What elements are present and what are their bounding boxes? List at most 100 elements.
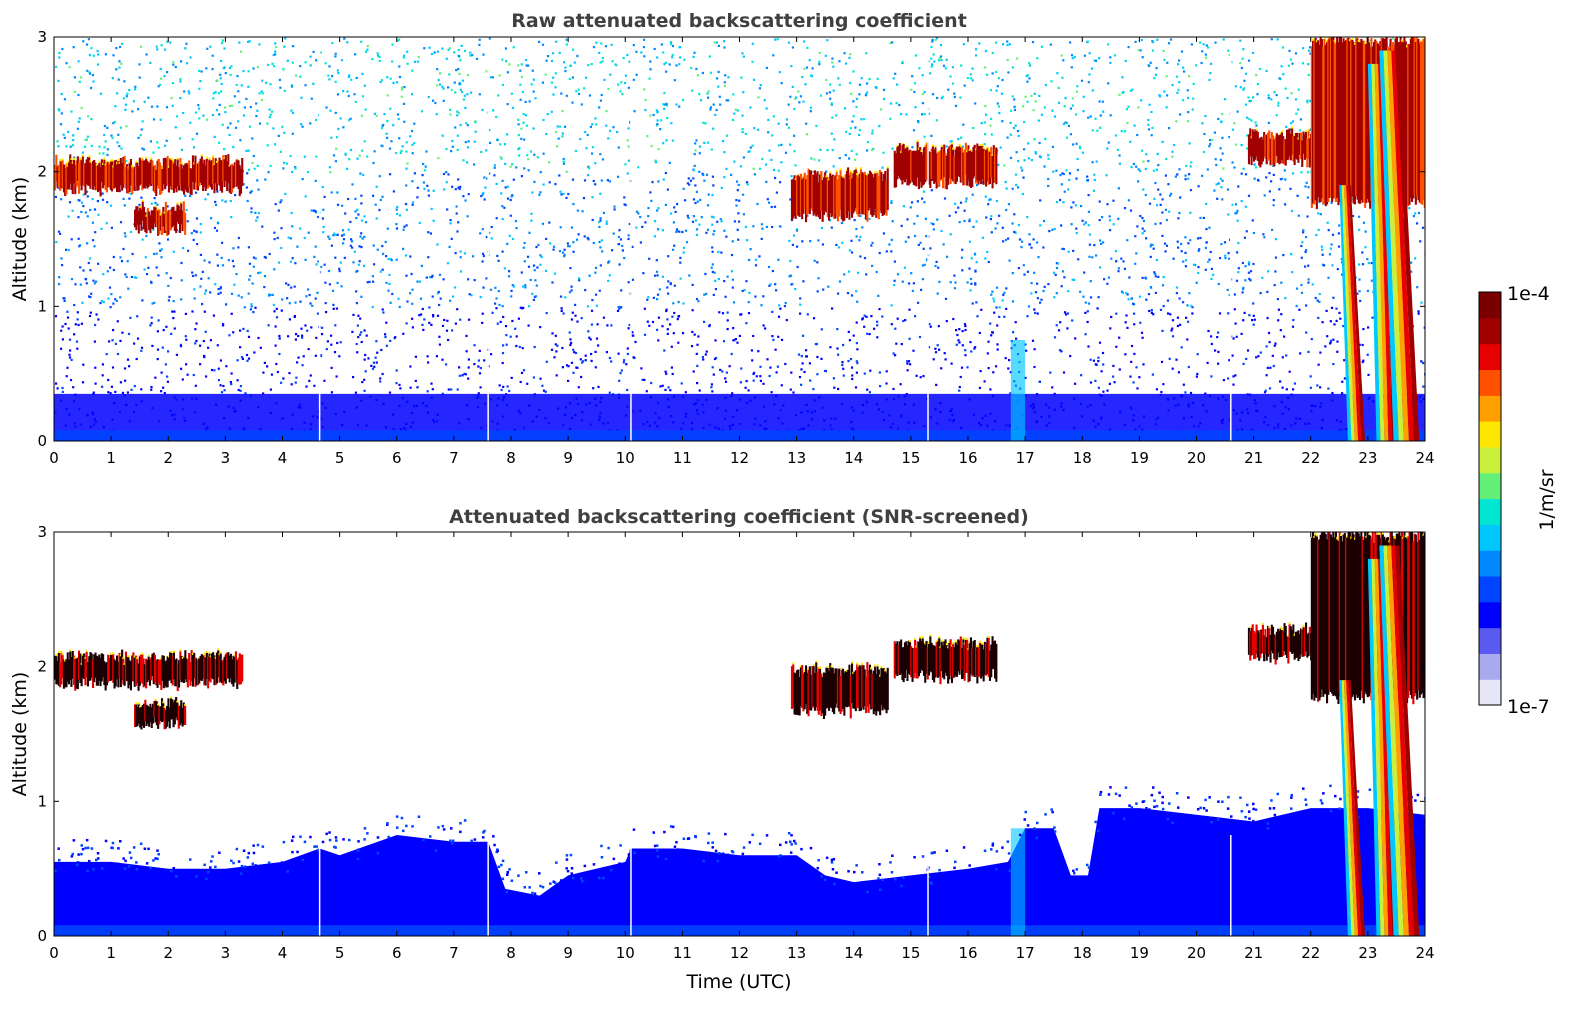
- noise-pixel: [496, 322, 499, 325]
- noise-pixel: [591, 218, 594, 222]
- noise-pixel: [1256, 178, 1260, 182]
- noise-pixel: [1102, 390, 1105, 393]
- noise-pixel: [67, 130, 70, 133]
- noise-pixel: [941, 95, 944, 98]
- noise-pixel: [585, 147, 588, 150]
- noise-pixel: [1338, 311, 1341, 314]
- noise-pixel: [661, 229, 664, 232]
- noise-pixel: [211, 54, 214, 57]
- noise-pixel: [106, 201, 109, 204]
- noise-pixel: [702, 358, 705, 361]
- noise-pixel: [210, 217, 213, 220]
- noise-pixel: [1040, 298, 1043, 301]
- noise-pixel: [570, 341, 573, 344]
- noise-pixel: [418, 314, 421, 317]
- noise-pixel: [709, 71, 712, 74]
- noise-pixel: [221, 41, 224, 45]
- noise-pixel: [215, 109, 218, 112]
- noise-pixel: [81, 301, 84, 304]
- noise-pixel: [473, 279, 476, 282]
- noise-pixel: [801, 240, 804, 243]
- noise-pixel: [603, 78, 606, 81]
- noise-pixel: [1064, 97, 1067, 100]
- noise-pixel: [703, 141, 706, 144]
- noise-pixel: [402, 54, 406, 57]
- noise-pixel: [1168, 127, 1171, 130]
- noise-pixel: [203, 292, 207, 295]
- noise-pixel: [333, 351, 337, 354]
- noise-pixel: [572, 348, 575, 351]
- noise-pixel: [749, 146, 752, 149]
- noise-pixel: [205, 67, 208, 70]
- noise-pixel: [717, 250, 720, 254]
- noise-pixel: [1152, 313, 1155, 316]
- noise-pixel: [112, 255, 115, 259]
- noise-pixel: [416, 386, 419, 389]
- noise-pixel: [986, 73, 989, 76]
- noise-pixel: [739, 381, 742, 384]
- noise-pixel: [662, 178, 665, 181]
- noise-pixel: [381, 308, 384, 311]
- noise-pixel: [709, 108, 712, 111]
- noise-pixel: [1117, 267, 1120, 270]
- noise-pixel: [363, 140, 366, 143]
- noise-pixel: [263, 361, 266, 364]
- noise-pixel: [871, 129, 874, 132]
- noise-pixel: [899, 383, 902, 386]
- noise-pixel: [1037, 256, 1040, 259]
- noise-pixel: [522, 369, 526, 372]
- noise-pixel: [1014, 321, 1017, 324]
- noise-pixel: [1177, 371, 1180, 374]
- noise-pixel: [158, 242, 161, 245]
- noise-pixel: [1154, 222, 1157, 226]
- noise-pixel: [1268, 172, 1271, 175]
- noise-pixel: [1157, 188, 1160, 191]
- noise-pixel: [985, 113, 988, 116]
- noise-pixel: [850, 92, 853, 95]
- noise-pixel: [914, 315, 917, 318]
- noise-pixel: [681, 230, 684, 234]
- noise-pixel: [901, 61, 904, 64]
- noise-pixel: [459, 256, 462, 259]
- noise-pixel: [660, 43, 663, 46]
- noise-pixel: [608, 260, 611, 263]
- noise-pixel: [676, 230, 679, 233]
- noise-pixel: [1180, 346, 1183, 349]
- noise-pixel: [1203, 150, 1206, 154]
- noise-pixel: [1281, 177, 1284, 180]
- noise-pixel: [871, 264, 874, 267]
- noise-pixel: [1126, 293, 1129, 296]
- noise-pixel: [996, 85, 999, 88]
- noise-pixel: [799, 312, 802, 315]
- noise-pixel: [684, 199, 687, 202]
- noise-pixel: [1051, 145, 1054, 148]
- noise-pixel: [726, 275, 729, 278]
- noise-pixel: [140, 128, 143, 131]
- noise-pixel: [801, 76, 804, 79]
- noise-pixel: [366, 48, 369, 51]
- noise-pixel: [163, 48, 167, 51]
- noise-pixel: [160, 256, 163, 259]
- noise-pixel: [1080, 205, 1083, 208]
- noise-pixel: [637, 212, 640, 215]
- noise-pixel: [388, 147, 392, 150]
- noise-pixel: [396, 205, 399, 209]
- noise-pixel: [1014, 124, 1017, 127]
- noise-pixel: [124, 103, 127, 106]
- noise-pixel: [198, 69, 201, 72]
- noise-pixel: [570, 318, 573, 321]
- noise-pixel: [594, 350, 597, 353]
- noise-pixel: [713, 357, 717, 361]
- noise-pixel: [1062, 173, 1065, 176]
- noise-pixel: [762, 295, 765, 298]
- noise-pixel: [511, 106, 514, 109]
- noise-pixel: [853, 219, 856, 222]
- noise-pixel: [564, 296, 567, 299]
- noise-pixel: [805, 66, 809, 69]
- noise-pixel: [563, 253, 566, 257]
- noise-pixel: [885, 382, 888, 385]
- noise-pixel: [632, 334, 635, 337]
- noise-pixel: [355, 270, 358, 273]
- noise-pixel: [921, 197, 924, 200]
- noise-pixel: [679, 256, 682, 259]
